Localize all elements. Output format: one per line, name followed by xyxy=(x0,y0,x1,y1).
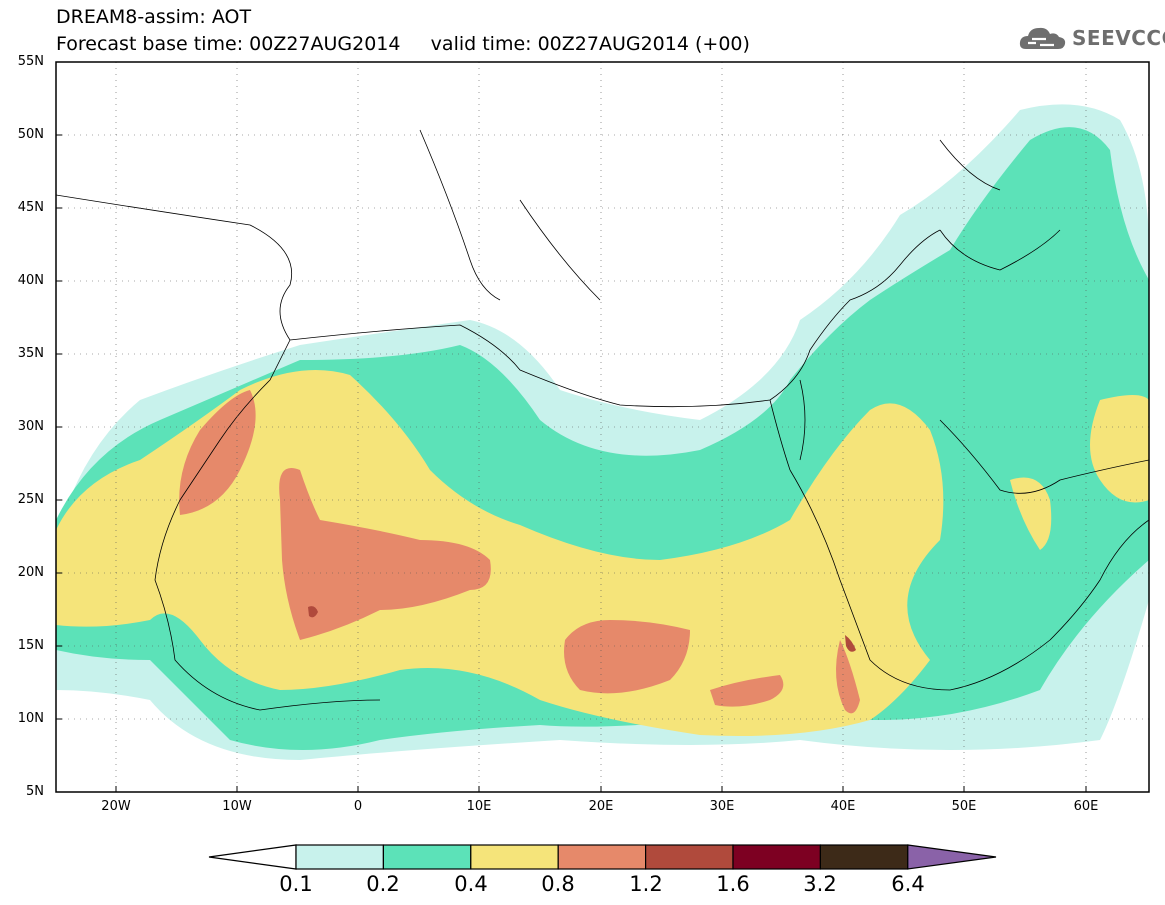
lat-label-40n: 40N xyxy=(17,273,44,288)
colorbar-swatch-2 xyxy=(382,844,472,870)
lat-label-45n: 45N xyxy=(17,200,44,215)
colorbar-label: 1.2 xyxy=(629,872,663,896)
colorbar-swatch-7 xyxy=(819,844,909,870)
aot-band-0.8-ethiopia xyxy=(836,640,860,714)
lon-label-60e: 60E xyxy=(1073,799,1099,814)
coastlines xyxy=(56,129,1149,711)
colorbar-swatch-1 xyxy=(295,844,385,870)
title-line-2: Forecast base time: 00Z27AUG2014 valid t… xyxy=(56,33,750,55)
colorbar-label: 0.4 xyxy=(454,872,488,896)
aot-band-0.8-mali xyxy=(279,468,491,640)
aot-band-0.8-sudan xyxy=(710,675,784,707)
lon-label-0: 0 xyxy=(353,799,363,814)
axis-ticks xyxy=(56,134,1087,792)
colorbar-swatch-6 xyxy=(732,844,822,870)
lat-label-15n: 15N xyxy=(17,638,44,653)
colorbar-label: 0.2 xyxy=(366,872,400,896)
lat-label-20n: 20N xyxy=(17,565,44,580)
lon-label-10e: 10E xyxy=(466,799,492,814)
colorbar-swatch-3 xyxy=(470,844,559,870)
aot-band-0.8-west xyxy=(179,390,256,515)
lat-label-50n: 50N xyxy=(17,127,44,142)
lon-label-20w: 20W xyxy=(101,799,131,814)
colorbar-swatch-5 xyxy=(644,844,734,870)
lon-label-10w: 10W xyxy=(222,799,252,814)
seevccc-logo: SEEVCCC xyxy=(1018,22,1165,54)
colorbar-swatch-4 xyxy=(557,844,647,870)
lat-label-5n: 5N xyxy=(26,784,44,799)
lat-label-55n: 55N xyxy=(17,54,44,69)
lon-label-50e: 50E xyxy=(951,799,977,814)
colorbar-label: 0.1 xyxy=(279,872,313,896)
lon-label-20e: 20E xyxy=(588,799,614,814)
colorbar-upper-arrow xyxy=(907,844,997,870)
lat-label-10n: 10N xyxy=(17,711,44,726)
aot-band-1.2 xyxy=(308,606,318,618)
colorbar-lower-arrow xyxy=(208,844,297,870)
colorbar-label: 3.2 xyxy=(803,872,837,896)
lon-label-40e: 40E xyxy=(830,799,856,814)
grid xyxy=(56,62,1149,792)
cloud-icon xyxy=(1019,27,1066,49)
map-frame xyxy=(55,61,1150,793)
aot-contours xyxy=(56,62,1149,792)
lon-label-30e: 30E xyxy=(709,799,735,814)
colorbar-label: 1.6 xyxy=(716,872,750,896)
colorbar-label: 6.4 xyxy=(891,872,925,896)
lat-label-35n: 35N xyxy=(17,346,44,361)
aot-band-0.8-chad xyxy=(564,620,690,694)
lat-label-30n: 30N xyxy=(17,419,44,434)
aot-band-0.4-oman xyxy=(1010,477,1052,550)
lat-label-25n: 25N xyxy=(17,492,44,507)
title-line-1: DREAM8-assim: AOT xyxy=(56,6,252,28)
logo-text: SEEVCCC xyxy=(1072,26,1165,50)
aot-band-0.4-gulf xyxy=(1090,395,1149,503)
colorbar xyxy=(208,844,997,870)
colorbar-label: 0.8 xyxy=(541,872,575,896)
aot-band-0.4 xyxy=(56,370,944,736)
aot-band-1.2-eritrea xyxy=(845,635,856,652)
